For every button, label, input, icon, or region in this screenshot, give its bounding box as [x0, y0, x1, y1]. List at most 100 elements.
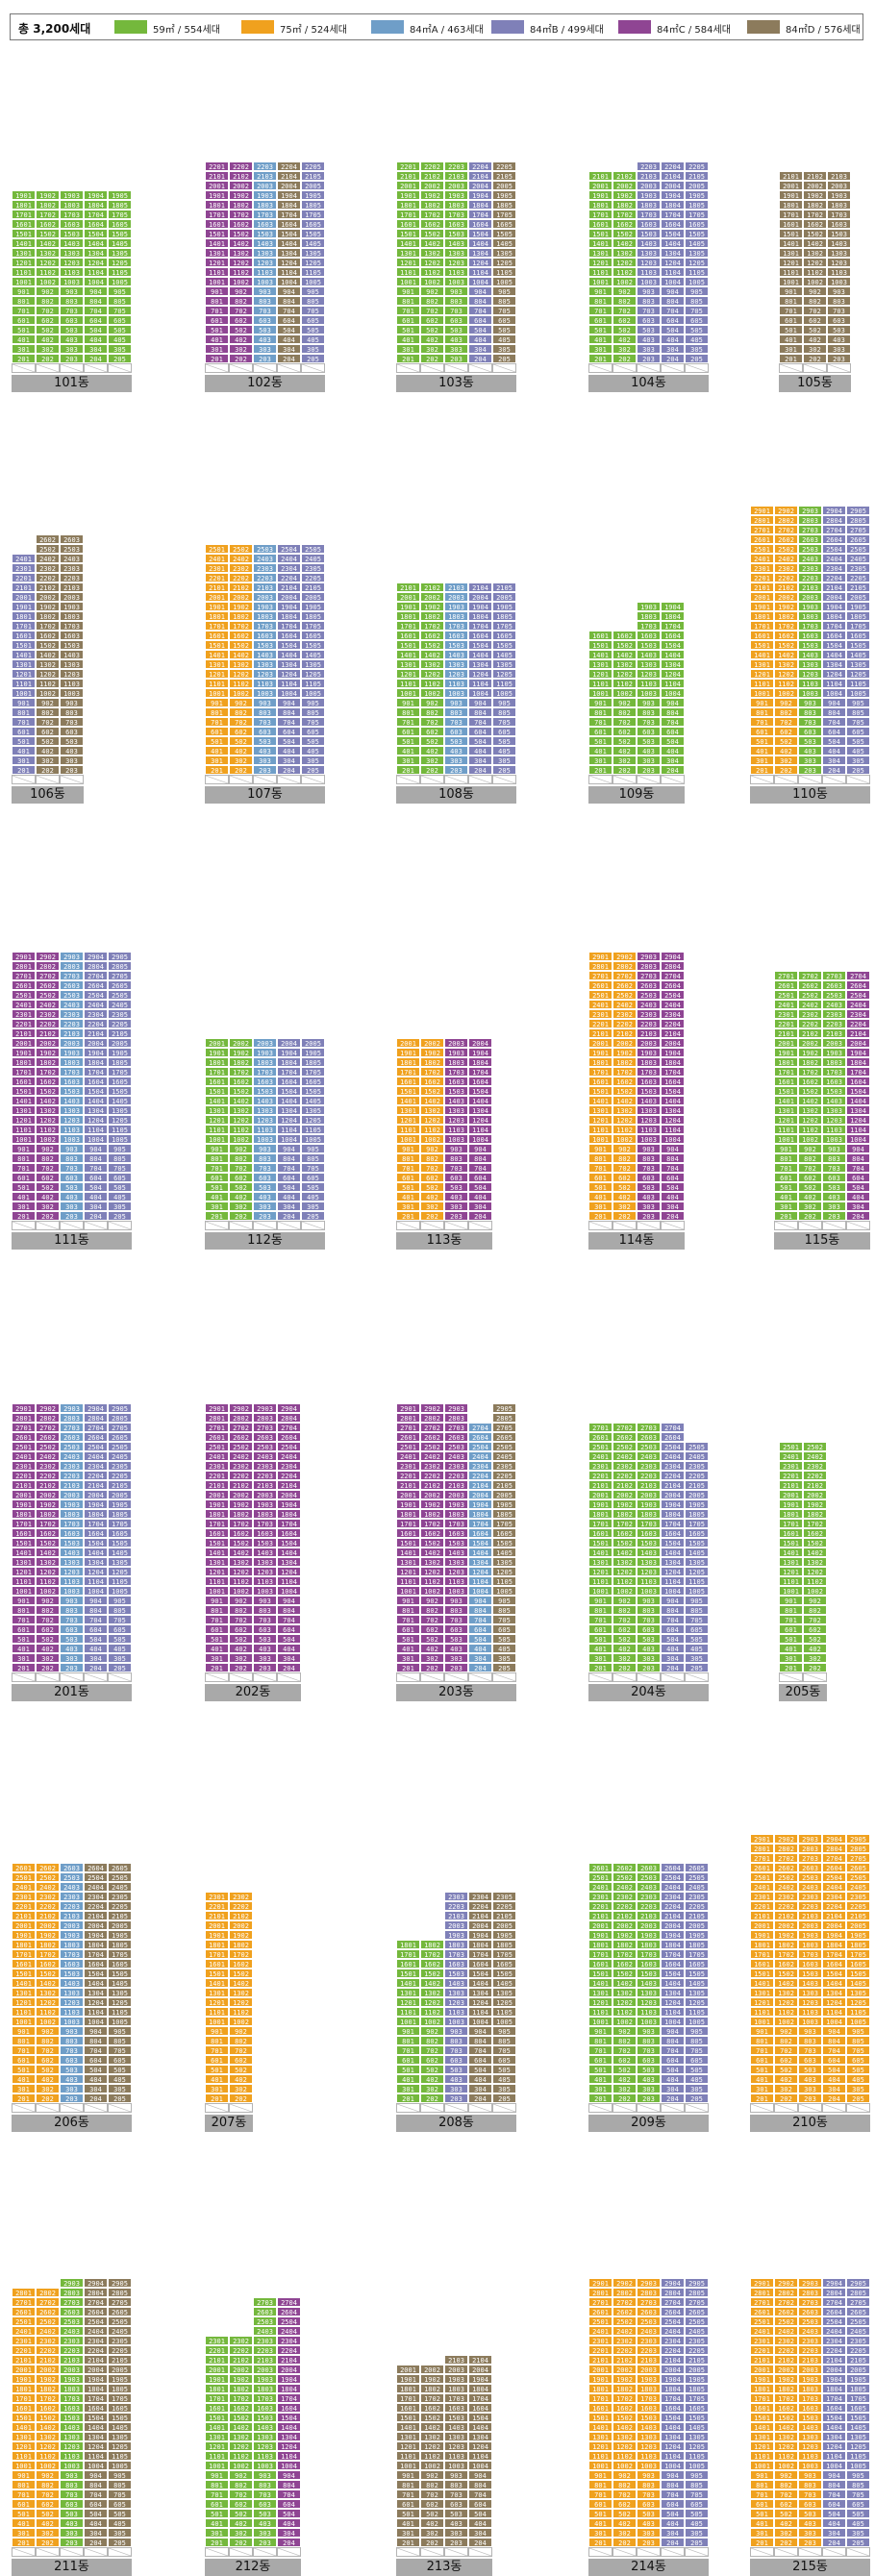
unit-cell: 1102 — [420, 1576, 444, 1586]
unit-cell: 1503 — [798, 2413, 822, 2422]
unit-cell: 1302 — [36, 659, 60, 669]
unit-cell: 1804 — [661, 1057, 685, 1067]
unit-cell: 2402 — [612, 1882, 637, 1892]
unit-cell: 1604 — [277, 219, 301, 229]
unit-cell: 2503 — [60, 1872, 84, 1882]
piloti-cell — [612, 775, 637, 784]
unit-cell: 2501 — [205, 1442, 229, 1451]
unit-cell: 1601 — [588, 631, 612, 640]
unit-cell: 1104 — [468, 2007, 492, 2017]
unit-cell: 303 — [253, 2528, 277, 2538]
unit-cell: 1604 — [468, 631, 492, 640]
unit-cell: 1005 — [108, 2017, 132, 2026]
unit-cell: 1103 — [798, 2451, 822, 2461]
unit-cell: 1403 — [253, 650, 277, 659]
unit-cell: 1501 — [205, 640, 229, 650]
unit-cell: 2904 — [84, 1403, 108, 1413]
unit-cell: 401 — [750, 746, 774, 755]
unit-cell: 701 — [12, 717, 36, 727]
unit-cell: 1303 — [444, 1105, 468, 1115]
unit-cell: 1201 — [750, 669, 774, 679]
unit-cell: 2703 — [253, 1423, 277, 1432]
unit-cell: 903 — [60, 698, 84, 707]
unit-cell: 2601 — [588, 2307, 612, 2316]
unit-cell: 1601 — [205, 631, 229, 640]
unit-cell: 1605 — [846, 631, 870, 640]
unit-cell: 1105 — [685, 2451, 709, 2461]
unit-cell: 2901 — [396, 1403, 420, 1413]
unit-cell: 1105 — [492, 1576, 516, 1586]
unit-cell: 1305 — [492, 248, 516, 258]
unit-cell: 704 — [84, 2489, 108, 2499]
unit-cell: 702 — [36, 2489, 60, 2499]
unit-cell: 404 — [822, 2074, 846, 2084]
unit-cell: 1805 — [108, 200, 132, 210]
unit-cell: 1303 — [60, 659, 84, 669]
unit-cell: 605 — [108, 1624, 132, 1634]
unit-cell: 2102 — [229, 2355, 253, 2365]
unit-cell: 1302 — [798, 1105, 822, 1115]
unit-cell: 2505 — [685, 1872, 709, 1882]
unit-cell: 1301 — [750, 1988, 774, 1997]
unit-cell: 1801 — [396, 1940, 420, 1949]
unit-cell: 303 — [444, 2084, 468, 2093]
unit-cell: 504 — [661, 1634, 685, 1644]
unit-cell: 802 — [612, 2036, 637, 2045]
unit-cell: 1202 — [229, 1115, 253, 1125]
unit-cell: 901 — [205, 1144, 229, 1153]
unit-cell: 202 — [612, 2538, 637, 2547]
unit-cell: 405 — [685, 2074, 709, 2084]
piloti-cell — [588, 775, 612, 784]
unit-cell: 2003 — [444, 1920, 468, 1930]
unit-cell: 1805 — [492, 200, 516, 210]
unit-cell: 201 — [396, 765, 420, 775]
unit-cell: 2303 — [60, 1892, 84, 1901]
unit-cell: 1603 — [444, 1077, 468, 1086]
unit-cell: 1001 — [12, 1586, 36, 1596]
unit-cell: 2603 — [637, 2307, 661, 2316]
unit-cell: 2503 — [444, 1442, 468, 1451]
unit-cell: 302 — [229, 755, 253, 765]
unit-cell: 903 — [253, 286, 277, 296]
unit-cell: 2703 — [637, 2297, 661, 2307]
unit-cell: 202 — [420, 2093, 444, 2103]
unit-cell: 705 — [846, 2045, 870, 2055]
piloti-cell — [468, 363, 492, 373]
unit-cell: 504 — [468, 2509, 492, 2518]
unit-cell: 1903 — [253, 1499, 277, 1509]
unit-cell: 1902 — [612, 2374, 637, 2384]
unit-cell: 1503 — [637, 2413, 661, 2422]
unit-cell: 2204 — [822, 573, 846, 582]
unit-cell: 1003 — [253, 688, 277, 698]
unit-cell: 504 — [277, 1634, 301, 1644]
unit-cell: 603 — [60, 315, 84, 325]
unit-cell: 1201 — [588, 1567, 612, 1576]
piloti-cell — [612, 2103, 637, 2113]
unit-cell: 1902 — [36, 1048, 60, 1057]
unit-cell: 1205 — [301, 258, 325, 267]
unit-cell: 404 — [661, 746, 685, 755]
unit-cell: 1703 — [253, 2393, 277, 2403]
unit-cell: 405 — [492, 2074, 516, 2084]
unit-cell: 301 — [588, 2084, 612, 2093]
unit-cell: 2505 — [846, 544, 870, 554]
unit-cell: 2303 — [798, 563, 822, 573]
unit-cell: 1503 — [798, 640, 822, 650]
unit-cell: 603 — [637, 1624, 661, 1634]
unit-cell: 2403 — [798, 554, 822, 563]
unit-cell: 2404 — [822, 2326, 846, 2336]
unit-cell: 1705 — [108, 210, 132, 219]
unit-cell: 2502 — [612, 1872, 637, 1882]
unit-cell: 201 — [12, 765, 36, 775]
unit-cell: 2705 — [108, 2297, 132, 2307]
unit-cell: 603 — [60, 1173, 84, 1182]
unit-cell: 1001 — [12, 688, 36, 698]
unit-cell: 1105 — [108, 1125, 132, 1134]
unit-cell: 1001 — [12, 277, 36, 286]
unit-cell: 703 — [637, 306, 661, 315]
unit-cell: 502 — [612, 1182, 637, 1192]
unit-cell: 1505 — [108, 229, 132, 238]
piloti-cell — [60, 775, 84, 784]
unit-cell: 802 — [420, 296, 444, 306]
unit-cell: 603 — [637, 2499, 661, 2509]
